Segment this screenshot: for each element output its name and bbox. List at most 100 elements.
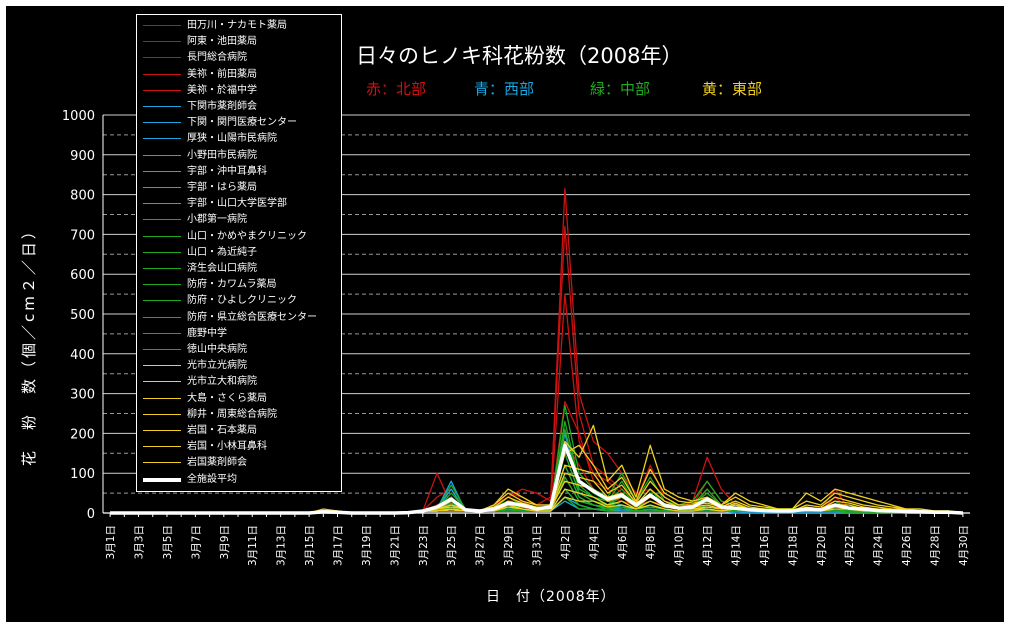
x-tick-label: 3月3日 — [134, 525, 146, 559]
y-tick-label: 400 — [70, 348, 95, 363]
legend-label: 大島・さくら薬局 — [187, 392, 267, 404]
x-tick-label: 4月12日 — [702, 525, 714, 566]
legend-swatch — [143, 430, 181, 431]
x-tick-label: 3月13日 — [276, 525, 288, 566]
legend-label: 小郡第一病院 — [187, 214, 247, 226]
legend-swatch — [143, 89, 181, 91]
chart-title: 日々のヒノキ科花粉数（2008年） — [356, 44, 683, 68]
x-tick-label: 3月21日 — [389, 525, 401, 566]
region-label-central: 緑：中部 — [590, 80, 651, 98]
legend-swatch — [143, 316, 181, 318]
x-tick-label: 3月17日 — [333, 525, 345, 566]
x-tick-label: 4月20日 — [816, 525, 828, 566]
legend-label: 小野田市民病院 — [187, 149, 257, 161]
y-tick-label: 500 — [70, 308, 95, 323]
legend-swatch — [143, 57, 181, 59]
region-label-west: 青：西部 — [474, 80, 535, 98]
y-axis-label-box: 花 粉 数（個／cm２／日） — [14, 206, 44, 466]
y-tick-label: 800 — [70, 189, 95, 204]
x-tick-label: 4月24日 — [873, 525, 885, 566]
legend-label: 美祢・於福中学 — [187, 84, 257, 96]
x-tick-label: 3月9日 — [219, 525, 231, 559]
region-label-east: 黄：東部 — [702, 80, 763, 98]
legend-swatch — [143, 154, 181, 156]
legend-label: 全施設平均 — [187, 473, 237, 485]
legend-label: 山口・為近純子 — [187, 246, 257, 258]
y-tick-label: 200 — [70, 427, 95, 442]
x-tick-label: 4月14日 — [730, 525, 742, 566]
x-tick-label: 3月1日 — [105, 525, 117, 559]
y-tick-label: 300 — [70, 388, 95, 403]
legend-label: 岩国・小林耳鼻科 — [187, 441, 267, 453]
legend-swatch — [143, 41, 181, 43]
x-tick-label: 4月16日 — [759, 525, 771, 566]
legend-swatch — [143, 170, 181, 172]
x-tick-label: 3月19日 — [361, 525, 373, 566]
legend-swatch — [143, 106, 181, 107]
x-tick-label: 3月15日 — [304, 525, 316, 566]
x-tick-label: 4月18日 — [787, 525, 799, 566]
legend-label: 防府・ひよしクリニック — [187, 295, 297, 307]
legend-label: 鹿野中学 — [187, 327, 227, 339]
legend-label: 長門総合病院 — [187, 52, 247, 64]
x-tick-label: 4月26日 — [901, 525, 913, 566]
legend-label: 岩国薬剤師会 — [187, 457, 247, 469]
legend-swatch — [143, 187, 181, 188]
chart-frame: 0 100 200 300 400 500 600 700 800 900 1000 3月1日 3月3日… — [6, 6, 1004, 622]
legend-label: 下関市薬剤師会 — [187, 101, 257, 112]
y-tick-label: 600 — [70, 268, 95, 283]
legend-label: 防府・県立総合医療センター — [187, 311, 317, 323]
chart-svg: 0 100 200 300 400 500 600 700 800 900 1000 3月1日 3月3日… — [62, 109, 970, 566]
legend-swatch — [143, 25, 181, 26]
y-tick-label: 900 — [70, 149, 95, 164]
legend-swatch — [143, 268, 181, 269]
legend-label: 光市立光病院 — [187, 360, 247, 372]
legend-swatch — [143, 219, 181, 221]
legend-swatch — [143, 73, 181, 75]
x-tick-label: 3月29日 — [503, 525, 515, 566]
legend-swatch — [143, 365, 181, 367]
x-tick-label: 4月8日 — [645, 525, 657, 559]
legend-swatch — [143, 349, 181, 350]
legend: 田万川・ナカモト薬局 阿東・池田薬局 長門総合病院 美祢・前田薬局 美祢・於福中学 下関市… — [136, 14, 342, 492]
x-tick-label: 4月6日 — [617, 525, 629, 559]
region-label-north: 赤：北部 — [366, 80, 427, 98]
legend-label: 宇部・山口大学医学部 — [187, 198, 287, 210]
legend-swatch — [143, 446, 181, 448]
x-tick-label: 4月28日 — [929, 525, 941, 566]
legend-label: 山口・かめやまクリニック — [187, 230, 307, 242]
legend-swatch — [143, 235, 181, 237]
legend-swatch — [143, 413, 181, 415]
legend-label: 阿東・池田薬局 — [187, 36, 257, 48]
legend-swatch — [143, 477, 181, 482]
legend-label: 美祢・前田薬局 — [187, 68, 257, 80]
legend-swatch — [143, 381, 181, 383]
legend-label: 済生会山口病院 — [187, 263, 257, 274]
legend-swatch — [143, 122, 181, 124]
y-tick-label: 700 — [70, 228, 95, 243]
legend-label: 岩国・石本薬局 — [187, 425, 257, 436]
legend-label: 徳山中央病院 — [187, 344, 247, 355]
y-tick-label: 1000 — [62, 109, 95, 124]
legend-swatch — [143, 300, 181, 302]
x-tick-label: 4月22日 — [844, 525, 856, 566]
x-tick-label: 3月7日 — [190, 525, 202, 559]
x-tick-label: 3月25日 — [446, 525, 458, 566]
x-tick-label: 3月5日 — [162, 525, 174, 559]
x-tick-label: 4月30日 — [958, 525, 970, 566]
legend-swatch — [143, 462, 181, 464]
legend-label: 防府・カワムラ薬局 — [187, 279, 277, 291]
series-line — [110, 443, 963, 515]
legend-swatch — [143, 284, 181, 286]
legend-swatch — [143, 138, 181, 140]
x-tick-label: 4月10日 — [674, 525, 686, 566]
legend-swatch — [143, 397, 181, 399]
x-tick-label: 4月4日 — [588, 525, 600, 559]
legend-label: 厚狭・山陽市民病院 — [187, 133, 277, 145]
y-tick-label: 0 — [87, 507, 95, 522]
x-axis-label: 日 付（2008年） — [486, 589, 616, 605]
y-tick-label: 100 — [70, 467, 95, 482]
x-tick-label: 3月11日 — [247, 525, 259, 566]
legend-swatch — [143, 251, 181, 253]
y-axis-label: 花 粉 数（個／cm２／日） — [20, 221, 38, 466]
